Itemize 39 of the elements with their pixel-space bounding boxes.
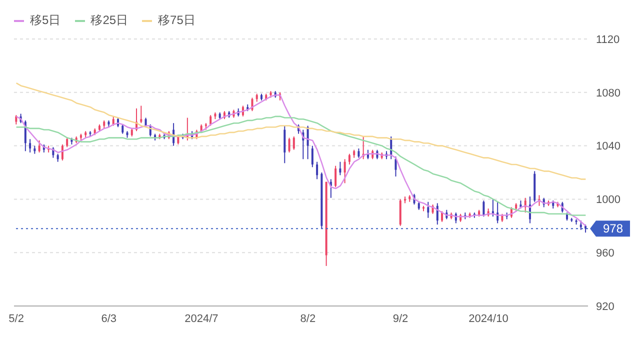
y-tick-label: 960 bbox=[596, 248, 614, 260]
candlestick bbox=[348, 153, 350, 165]
y-tick-label: 1120 bbox=[596, 34, 620, 46]
candlestick bbox=[122, 124, 124, 134]
candlestick bbox=[344, 158, 346, 184]
candlestick bbox=[316, 161, 318, 180]
x-tick-label: 2024/7 bbox=[184, 312, 218, 325]
candlestick bbox=[580, 220, 582, 230]
candlestick bbox=[394, 156, 397, 178]
candlestick bbox=[427, 201, 430, 218]
candlestick bbox=[334, 165, 337, 188]
y-tick-label: 920 bbox=[596, 300, 614, 313]
line-series bbox=[16, 82, 586, 180]
ref-line-label: 978 bbox=[602, 222, 624, 236]
x-tick-label: 8/2 bbox=[300, 312, 316, 325]
candlestick bbox=[292, 136, 295, 150]
candlestick bbox=[284, 125, 286, 164]
x-tick-label: 2024/10 bbox=[468, 312, 508, 325]
legend-label: 移75日 bbox=[158, 12, 196, 29]
candlestick bbox=[29, 138, 32, 153]
x-tick-label: 6/3 bbox=[101, 312, 117, 325]
candlestick bbox=[38, 140, 40, 153]
candlestick bbox=[210, 114, 212, 126]
candlestick bbox=[15, 114, 18, 125]
candlestick bbox=[288, 137, 290, 153]
x-tick-label: 5/2 bbox=[8, 312, 24, 325]
x-tick-label: 9/2 bbox=[392, 312, 408, 325]
legend-label: 移5日 bbox=[30, 12, 61, 29]
y-tick-label: 1000 bbox=[596, 194, 620, 206]
candlestick bbox=[66, 137, 68, 148]
candlestick bbox=[311, 145, 314, 168]
y-tick-label: 1040 bbox=[596, 140, 620, 153]
candlestick bbox=[482, 200, 485, 218]
candlestick bbox=[140, 105, 142, 124]
legend-label: 移25日 bbox=[90, 12, 128, 29]
candlestick bbox=[339, 161, 342, 176]
candlestick bbox=[358, 148, 360, 158]
candlestick bbox=[441, 210, 444, 222]
y-tick-label: 1080 bbox=[596, 87, 620, 100]
